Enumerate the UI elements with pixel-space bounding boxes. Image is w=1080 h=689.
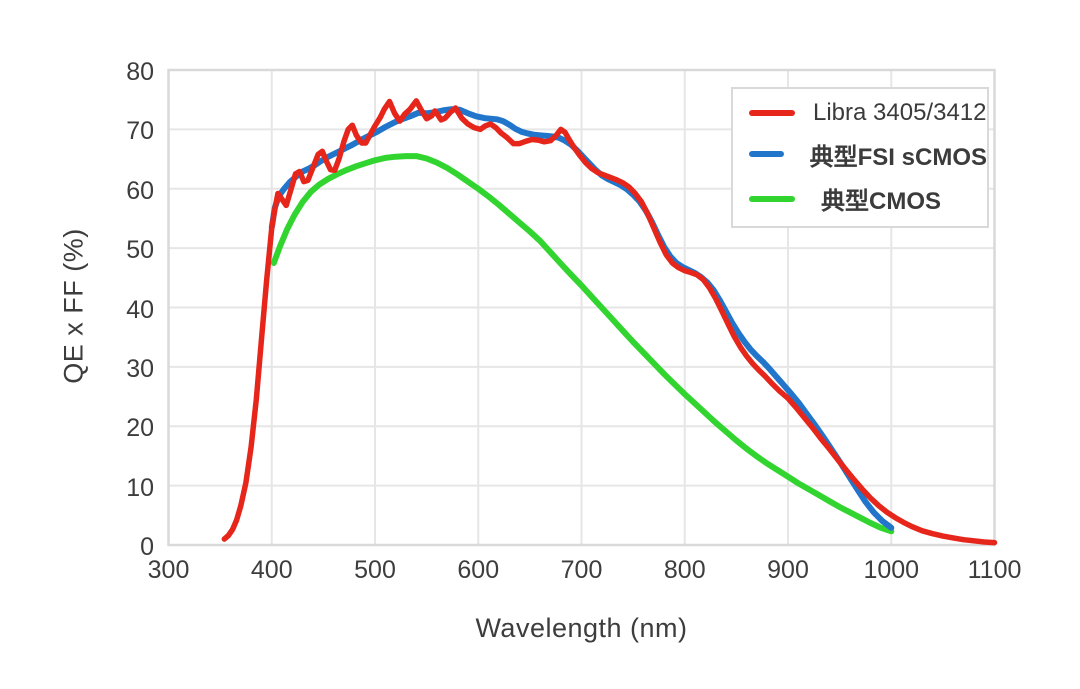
y-tick-label: 70	[126, 117, 154, 146]
y-axis-title: QE x FF (%)	[58, 228, 89, 384]
y-tick-label: 10	[126, 473, 154, 502]
legend-label: Libra 3405/3412	[813, 98, 987, 126]
legend-label: 典型FSI sCMOS	[809, 143, 987, 171]
y-tick-label: 30	[126, 354, 154, 383]
x-tick-label: 1100	[967, 556, 1022, 584]
y-tick-label: 0	[140, 533, 154, 561]
x-tick-label: 400	[250, 556, 293, 584]
x-tick-label: 900	[767, 556, 809, 584]
y-tick-label: 50	[126, 236, 154, 265]
series-line-0	[221, 98, 998, 546]
y-tick-label: 40	[126, 295, 154, 324]
plot-frame	[167, 68, 996, 547]
legend-item-fsi-scmos: 典型FSI sCMOS	[749, 137, 987, 172]
x-tick-label: 1000	[863, 556, 920, 584]
x-tick-label: 300	[147, 556, 190, 584]
legend-label: 典型CMOS	[821, 188, 941, 216]
x-tick-label: 700	[560, 556, 603, 584]
x-tick-label: 600	[457, 556, 500, 584]
legend: Libra 3405/3412 典型FSI sCMOS 典型CMOS	[731, 87, 989, 228]
y-tick-label: 60	[126, 176, 154, 205]
legend-swatch-green-line	[749, 195, 795, 202]
legend-item-cmos: 典型CMOS	[749, 181, 987, 216]
y-tick-label: 80	[126, 58, 154, 86]
y-tick-label: 20	[126, 414, 154, 443]
x-axis-title: Wavelength (nm)	[475, 613, 688, 643]
legend-item-libra: Libra 3405/3412	[749, 99, 987, 127]
legend-swatch-blue-line	[749, 151, 784, 157]
x-tick-label: 500	[354, 556, 396, 584]
x-tick-label: 800	[663, 556, 706, 584]
series-line-2	[270, 153, 895, 535]
legend-swatch-red-line	[749, 109, 795, 116]
